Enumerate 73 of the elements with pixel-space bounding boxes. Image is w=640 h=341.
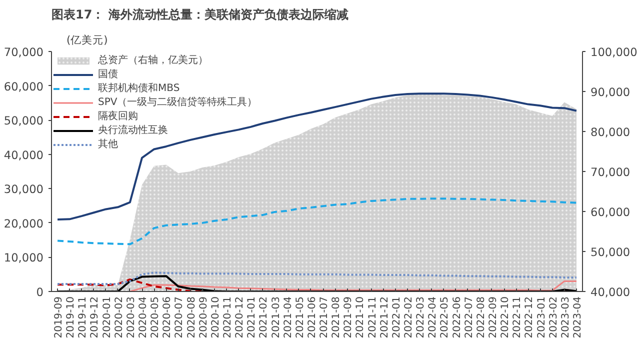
x-tick-label: 2022-08	[476, 296, 487, 338]
x-tick-label: 2020-02	[114, 296, 125, 338]
y2-tick-label: 50,000	[590, 245, 630, 259]
x-tick-label: 2019-10	[66, 296, 77, 338]
legend-label: 国债	[98, 68, 118, 81]
x-tick-label: 2021-01	[246, 296, 258, 338]
y-tick-label: 10,000	[4, 250, 44, 265]
legend-label: 联邦机构债和MBS	[98, 82, 180, 95]
x-tick-label: 2022-06	[452, 296, 463, 338]
y-tick-label: 40,000	[4, 148, 44, 162]
x-tick-label: 2020-04	[138, 296, 150, 338]
x-tick-label: 2021-09	[343, 296, 354, 338]
x-tick-label: 2022-01	[391, 296, 402, 338]
x-tick-label: 2021-06	[306, 296, 318, 338]
x-tick-label: 2020-03	[126, 296, 137, 338]
x-tick-label: 2019-11	[78, 296, 89, 338]
x-tick-label: 2020-11	[222, 296, 234, 338]
line-series	[56, 272, 578, 285]
x-tick-label: 2020-09	[198, 296, 210, 338]
y2-tick-label: 100,000	[590, 45, 638, 59]
x-tick-label: 2020-12	[234, 296, 246, 338]
x-tick-label: 2021-12	[379, 296, 390, 338]
x-tick-label: 2020-10	[210, 296, 222, 338]
line-series	[56, 92, 578, 220]
x-tick-label: 2023-02	[548, 296, 560, 338]
y2-tick-label: 90,000	[590, 85, 630, 99]
y-axis-title: (亿美元)	[66, 34, 108, 46]
x-tick-label: 2020-05	[150, 296, 162, 338]
y2-tick-label: 70,000	[590, 165, 630, 179]
x-tick-label: 2020-01	[102, 296, 113, 338]
x-tick-label: 2022-12	[524, 296, 536, 338]
line-series	[56, 275, 578, 292]
x-tick-label: 2022-03	[416, 296, 427, 338]
x-tick-label: 2022-09	[488, 296, 499, 338]
x-tick-label: 2021-08	[331, 296, 342, 338]
y-tick-label: 30,000	[4, 182, 44, 196]
x-tick-label: 2023-01	[536, 296, 548, 338]
x-tick-label: 2021-11	[367, 296, 378, 338]
x-tick-label: 2020-08	[186, 296, 198, 338]
y-tick-label: 70,000	[4, 45, 44, 59]
x-tick-label: 2022-05	[440, 296, 451, 338]
y2-tick-label: 80,000	[590, 125, 630, 139]
x-tick-label: 2019-09	[54, 296, 65, 338]
x-tick-label: 2021-02	[258, 296, 270, 338]
line-series	[56, 198, 578, 246]
legend-label: SPV（一级与二级信贷等特殊工具）	[98, 96, 258, 109]
y2-tick-label: 40,000	[590, 285, 630, 299]
x-tick-label: 2021-03	[270, 296, 282, 338]
legend-label: 总资产（右轴，亿美元）	[98, 54, 208, 67]
x-tick-label: 2022-02	[404, 296, 415, 338]
x-tick-label: 2020-07	[174, 296, 186, 338]
x-tick-label: 2021-05	[294, 296, 306, 338]
y-tick-label: 50,000	[4, 114, 44, 128]
x-tick-label: 2022-10	[500, 296, 512, 338]
legend-label: 隔夜回购	[98, 110, 138, 123]
x-tick-label: 2022-11	[512, 296, 524, 338]
y2-tick-label: 60,000	[590, 205, 630, 219]
x-tick-label: 2021-07	[319, 296, 330, 338]
x-tick-label: 2022-07	[464, 296, 475, 338]
x-tick-label: 2021-04	[282, 296, 294, 338]
y-tick-label: 20,000	[4, 216, 44, 230]
x-tick-label: 2020-06	[162, 296, 174, 338]
x-tick-label: 2019-12	[90, 296, 101, 338]
legend-label: 其他	[98, 138, 118, 151]
x-tick-label: 2021-10	[355, 296, 366, 338]
y-tick-label: 60,000	[4, 79, 44, 94]
y-tick-label: 0	[36, 285, 44, 299]
chart-title: 图表17： 海外流动性总量：美联储资产负债表边际缩减	[52, 8, 348, 22]
x-tick-label: 2022-04	[428, 296, 439, 338]
x-tick-label: 2023-04	[572, 296, 584, 338]
legend-label: 央行流动性互换	[98, 124, 168, 137]
line-series	[129, 280, 578, 292]
x-tick-label: 2023-03	[560, 296, 572, 338]
